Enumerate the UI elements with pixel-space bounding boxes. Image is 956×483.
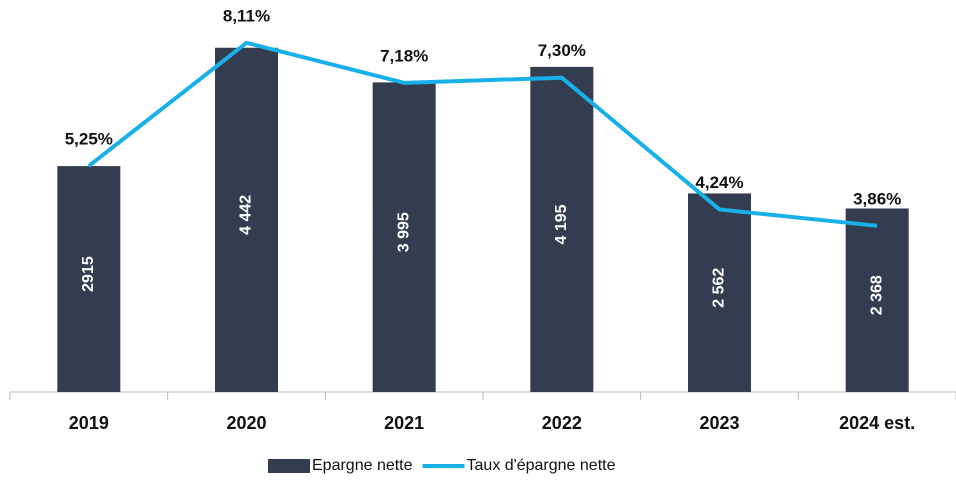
bar-value-label: 2 368 [868,275,885,315]
line-value-label: 5,25% [65,129,113,148]
legend-label: Taux d'épargne nette [467,457,616,474]
bar-value-label: 2 562 [711,268,728,308]
line-value-label: 7,18% [380,46,428,65]
x-tick-label: 2019 [69,413,109,433]
line [87,40,878,228]
bar [215,47,278,393]
bar [372,82,436,392]
x-tick-label: 2021 [384,413,424,433]
bar-value-label: 4 195 [553,204,570,244]
bar [57,166,121,392]
legend-swatch [268,459,310,473]
bar [845,208,909,392]
line-value-label: 3,86% [853,189,901,208]
line-value-label: 7,30% [538,41,586,60]
x-tick-label: 2022 [542,413,582,433]
bar [530,66,594,392]
x-tick-label: 2024 est. [839,413,915,433]
bar-value-label: 3 995 [395,212,412,252]
bar-value-label: 2915 [80,256,97,292]
line-value-label: 4,24% [695,173,743,192]
x-tick-label: 2023 [699,413,739,433]
legend-label: Epargne nette [312,457,413,474]
line-value-label: 8,11% [223,6,270,25]
bar-value-label: 4 442 [238,195,255,235]
x-tick-label: 2020 [226,413,266,433]
bar [688,193,751,392]
